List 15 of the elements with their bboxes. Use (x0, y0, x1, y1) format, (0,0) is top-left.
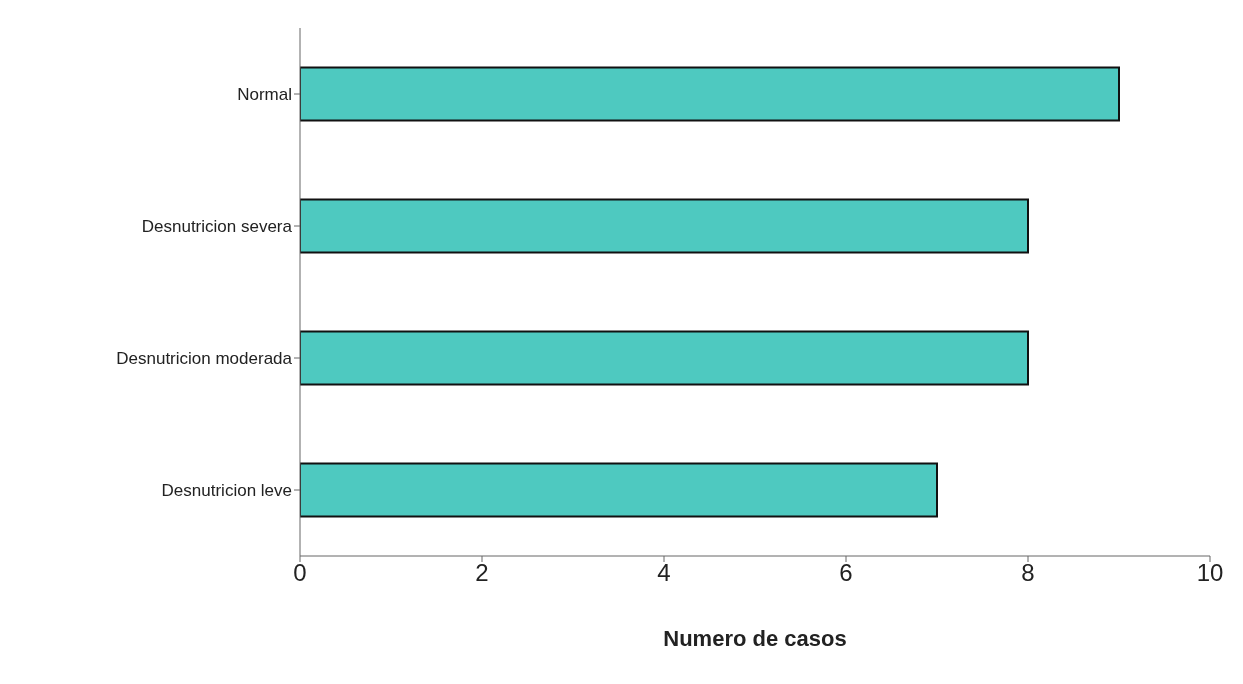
x-tick-label: 4 (657, 559, 671, 587)
bar (300, 462, 938, 518)
x-tick-label: 8 (1021, 559, 1035, 587)
x-axis-title: Numero de casos (663, 626, 847, 651)
bar (300, 330, 1029, 386)
y-tick-label: Desnutricion severa (141, 217, 293, 237)
x-tick-label: 10 (1196, 559, 1224, 587)
x-tick-label: 2 (475, 559, 489, 587)
x-tick-label: 6 (839, 559, 853, 587)
bar (300, 198, 1029, 254)
bar (300, 66, 1120, 122)
y-tick-label: Normal (237, 85, 292, 105)
x-tick-label: 0 (293, 559, 307, 587)
y-tick-label: Desnutricion moderada (116, 349, 293, 369)
y-tick-label: Desnutricion leve (161, 481, 292, 501)
